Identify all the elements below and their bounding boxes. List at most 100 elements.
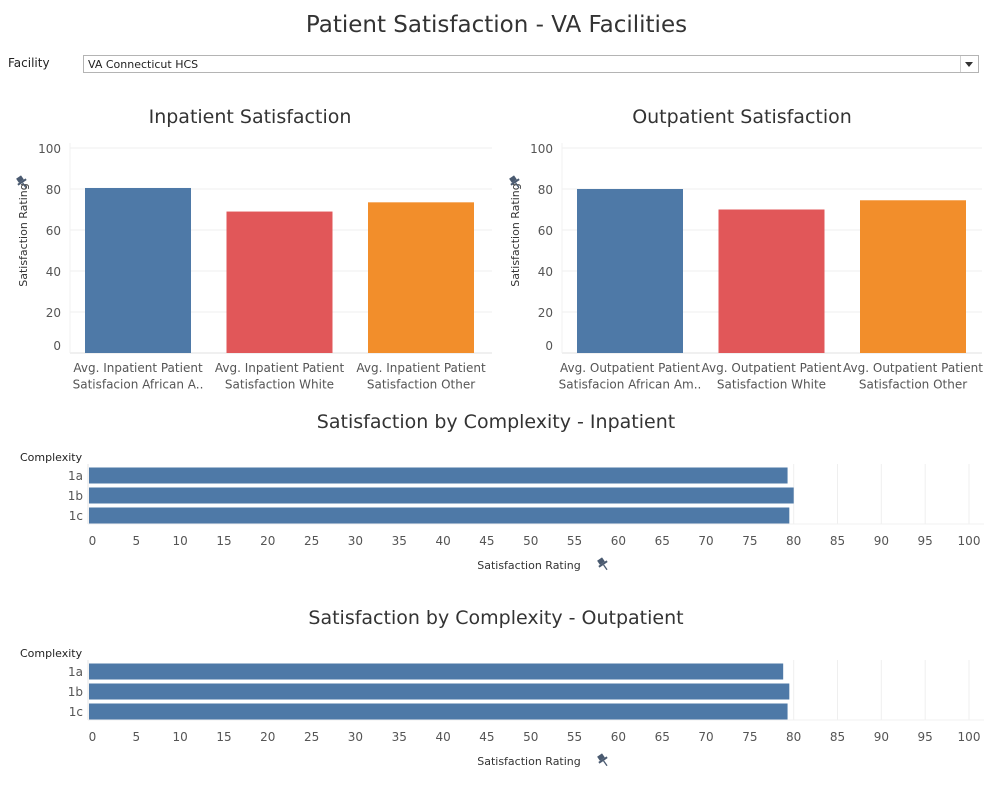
chart-2-xtick-label: 60 (611, 534, 626, 548)
chart-0-category-label: Avg. Inpatient Patient (73, 361, 203, 375)
chart-0-ytick-label: 20 (46, 306, 61, 320)
chart-3-xtick-label: 85 (830, 730, 845, 744)
chart-2-xtick-label: 90 (874, 534, 889, 548)
chart-0-category-label: Satisfaction Other (367, 378, 475, 392)
chart-3-xtick-label: 75 (742, 730, 757, 744)
chart-3-bar (89, 663, 784, 680)
chart-2-xtick-label: 40 (435, 534, 450, 548)
chart-1-ytick-label: 0 (545, 339, 553, 353)
chart-3-xtick-label: 100 (958, 730, 981, 744)
chart-1-title: Outpatient Satisfaction (632, 106, 852, 128)
chart-2-xtick-label: 20 (260, 534, 275, 548)
chart-2-xtick-label: 50 (523, 534, 538, 548)
chart-2-xtick-label: 100 (958, 534, 981, 548)
chart-3-xlabel: Satisfaction Rating (477, 755, 581, 768)
chart-2-xtick-label: 55 (567, 534, 582, 548)
chart-1-category-label: Satisfaction Other (859, 378, 967, 392)
chart-2-title: Satisfaction by Complexity - Inpatient (317, 411, 675, 433)
chart-2-pin-icon-head (597, 557, 605, 565)
chart-3-xtick-label: 80 (786, 730, 801, 744)
chart-0-bar (85, 187, 191, 353)
chart-0-category-label: Avg. Inpatient Patient (215, 361, 345, 375)
chart-2-xtick-label: 25 (304, 534, 319, 548)
chart-0-ylabel: Satisfaction Rating (17, 183, 30, 287)
chart-0-bar (226, 211, 333, 353)
chart-0-category-label: Satisfacion African A.. (73, 378, 204, 392)
chart-1-ytick-label: 40 (538, 265, 553, 279)
chevron-down-icon (965, 62, 973, 67)
chart-0-pin-icon-bar (17, 178, 27, 186)
chart-3-xtick-label: 30 (348, 730, 363, 744)
chart-0-pin-icon-head (16, 175, 24, 183)
chart-1-bar (577, 189, 683, 353)
chart-2-xtick-label: 65 (655, 534, 670, 548)
chart-3-xtick-label: 45 (479, 730, 494, 744)
chart-2-xtick-label: 45 (479, 534, 494, 548)
chart-3-xtick-label: 35 (392, 730, 407, 744)
facility-select[interactable]: VA Connecticut HCS (83, 55, 979, 73)
chart-1-ytick-label: 20 (538, 306, 553, 320)
chart-2-pin-icon (597, 557, 608, 571)
chart-3-xtick-label: 10 (173, 730, 188, 744)
chart-0-category-label: Avg. Inpatient Patient (356, 361, 486, 375)
chart-1-category-label: Avg. Outpatient Patient (702, 361, 842, 375)
chart-2-xtick-label: 5 (133, 534, 141, 548)
chart-0-ytick-label: 60 (46, 224, 61, 238)
chart-3-bar (89, 683, 790, 700)
chart-2-xtick-label: 35 (392, 534, 407, 548)
chart-1-category-label: Avg. Outpatient Patient (560, 361, 700, 375)
chart-3-pin-icon-bar (598, 756, 608, 764)
chart-3-xtick-label: 70 (698, 730, 713, 744)
chart-1-pin-icon-bar (510, 178, 520, 186)
chart-2-pin-icon-needle (603, 564, 608, 571)
chart-2-xtick-label: 15 (216, 534, 231, 548)
chart-0-category-label: Satisfaction White (225, 378, 334, 392)
chart-2-xtick-label: 75 (742, 534, 757, 548)
dropdown-button[interactable] (960, 56, 978, 72)
chart-3-xtick-label: 60 (611, 730, 626, 744)
chart-3-xtick-label: 65 (655, 730, 670, 744)
chart-2-category-label: 1a (68, 469, 83, 483)
chart-1-category-label: Avg. Outpatient Patient (843, 361, 983, 375)
chart-2-xlabel: Satisfaction Rating (477, 559, 581, 572)
facility-filter-label: Facility (8, 56, 50, 70)
chart-3-category-header: Complexity (20, 647, 83, 660)
chart-3-xtick-label: 55 (567, 730, 582, 744)
chart-2-bar (89, 487, 794, 504)
chart-2-xtick-label: 70 (698, 534, 713, 548)
page-title: Patient Satisfaction - VA Facilities (305, 12, 688, 38)
chart-2-bar (89, 507, 790, 524)
chart-1-ylabel: Satisfaction Rating (509, 183, 522, 287)
chart-2-category-label: 1b (68, 489, 83, 503)
chart-1-pin-icon (509, 175, 520, 189)
chart-1-ytick-label: 60 (538, 224, 553, 238)
chart-3-title: Satisfaction by Complexity - Outpatient (308, 607, 683, 629)
chart-3-pin-icon-needle (603, 760, 608, 767)
chart-1-pin-icon-needle (515, 182, 520, 189)
chart-3-xtick-label: 50 (523, 730, 538, 744)
chart-2-xtick-label: 85 (830, 534, 845, 548)
chart-3-xtick-label: 25 (304, 730, 319, 744)
chart-1-category-label: Satisfacion African Am.. (559, 378, 702, 392)
chart-0-ytick-label: 100 (38, 142, 61, 156)
chart-3-pin-icon-head (597, 753, 605, 761)
chart-1-category-label: Satisfaction White (717, 378, 826, 392)
chart-0-title: Inpatient Satisfaction (149, 106, 352, 128)
chart-0-ytick-label: 0 (53, 339, 61, 353)
chart-0-pin-icon (16, 175, 27, 189)
chart-3-xtick-label: 0 (89, 730, 97, 744)
chart-3-xtick-label: 20 (260, 730, 275, 744)
chart-1-bar (860, 200, 966, 353)
chart-2-xtick-label: 80 (786, 534, 801, 548)
chart-3-xtick-label: 95 (918, 730, 933, 744)
chart-0-pin-icon-needle (22, 182, 27, 189)
chart-3-category-label: 1c (69, 705, 83, 719)
chart-3-xtick-label: 15 (216, 730, 231, 744)
chart-1-ytick-label: 100 (530, 142, 553, 156)
chart-1-pin-icon-head (509, 175, 517, 183)
chart-3-xtick-label: 5 (133, 730, 141, 744)
chart-3-xtick-label: 90 (874, 730, 889, 744)
chart-3-xtick-label: 40 (435, 730, 450, 744)
chart-2-pin-icon-bar (598, 560, 608, 568)
facility-select-value: VA Connecticut HCS (88, 58, 199, 71)
